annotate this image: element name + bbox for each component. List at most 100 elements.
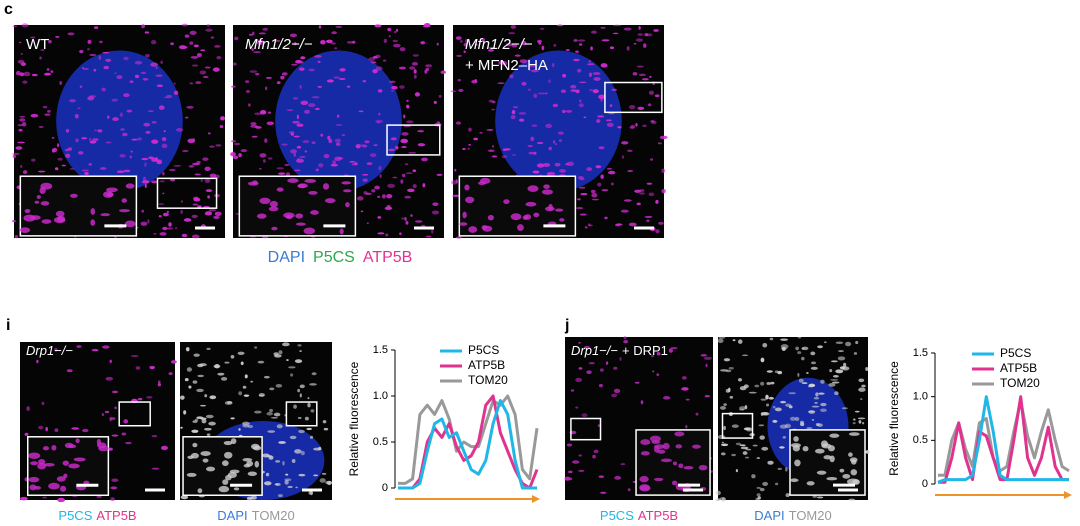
organelle	[319, 478, 326, 483]
organelle	[491, 108, 496, 111]
organelle	[144, 31, 150, 34]
organelle	[817, 345, 823, 349]
organelle	[230, 354, 235, 359]
organelle	[246, 496, 254, 500]
organelle	[362, 80, 367, 83]
organelle	[382, 59, 387, 62]
organelle	[612, 32, 619, 35]
organelle	[647, 103, 652, 107]
organelle	[652, 370, 655, 373]
legend-label: TOM20	[1000, 376, 1040, 390]
organelle	[199, 363, 207, 367]
organelle	[534, 171, 539, 174]
organelle	[193, 353, 200, 357]
organelle	[633, 42, 637, 45]
organelle	[459, 40, 463, 43]
organelle	[761, 446, 769, 451]
organelle	[463, 50, 466, 54]
organelle	[536, 163, 545, 168]
organelle	[575, 406, 579, 409]
organelle	[704, 395, 710, 398]
organelle	[548, 79, 551, 84]
organelle	[135, 366, 141, 370]
micrograph	[230, 22, 447, 239]
organelle	[292, 120, 300, 124]
organelle	[720, 443, 729, 447]
organelle	[268, 206, 279, 212]
organelle	[194, 196, 199, 200]
organelle	[811, 405, 820, 408]
organelle	[639, 192, 645, 195]
organelle	[293, 169, 301, 172]
organelle	[90, 208, 96, 215]
organelle	[511, 109, 516, 115]
organelle	[538, 41, 542, 45]
series-line	[398, 394, 539, 490]
organelle	[292, 97, 299, 100]
organelle	[119, 112, 123, 117]
organelle	[605, 119, 613, 122]
organelle	[62, 460, 70, 466]
organelle	[192, 380, 198, 384]
organelle	[297, 417, 302, 419]
organelle	[123, 419, 129, 424]
organelle	[782, 436, 786, 439]
organelle	[299, 350, 302, 352]
organelle	[401, 217, 405, 220]
organelle	[552, 62, 555, 68]
organelle	[487, 214, 494, 221]
organelle	[391, 85, 398, 90]
organelle	[505, 42, 513, 47]
organelle	[399, 47, 406, 52]
organelle	[189, 30, 197, 35]
organelle	[107, 115, 110, 119]
organelle	[188, 385, 192, 389]
organelle	[573, 58, 580, 62]
organelle	[55, 210, 65, 217]
organelle	[75, 138, 79, 143]
organelle	[276, 167, 284, 170]
organelle	[818, 392, 825, 395]
organelle	[570, 84, 577, 89]
organelle	[406, 99, 409, 103]
organelle	[405, 172, 413, 175]
organelle	[96, 442, 107, 449]
organelle	[163, 96, 171, 99]
organelle	[552, 103, 559, 108]
organelle	[99, 40, 103, 44]
organelle	[299, 84, 302, 89]
organelle	[197, 374, 205, 378]
organelle	[592, 454, 596, 459]
organelle	[141, 157, 149, 161]
organelle	[729, 395, 734, 399]
organelle	[243, 394, 250, 397]
organelle	[181, 233, 188, 238]
organelle	[588, 72, 593, 77]
organelle	[562, 73, 567, 78]
organelle	[269, 408, 274, 413]
organelle	[703, 356, 712, 360]
organelle	[194, 173, 201, 176]
organelle	[180, 200, 184, 203]
organelle	[383, 38, 387, 44]
organelle	[24, 209, 31, 214]
organelle	[89, 53, 97, 57]
organelle	[186, 105, 194, 109]
organelle	[610, 182, 614, 186]
organelle	[810, 351, 816, 356]
organelle	[644, 33, 649, 37]
organelle	[358, 110, 364, 113]
organelle	[286, 109, 294, 111]
organelle	[401, 146, 407, 149]
organelle	[267, 111, 272, 114]
organelle	[240, 149, 248, 153]
organelle	[455, 236, 462, 239]
organelle	[789, 478, 799, 483]
organelle	[658, 221, 664, 225]
organelle	[656, 373, 660, 376]
organelle	[642, 124, 647, 127]
organelle	[411, 61, 418, 66]
organelle	[455, 36, 462, 40]
organelle	[853, 418, 856, 421]
organelle	[349, 160, 356, 163]
